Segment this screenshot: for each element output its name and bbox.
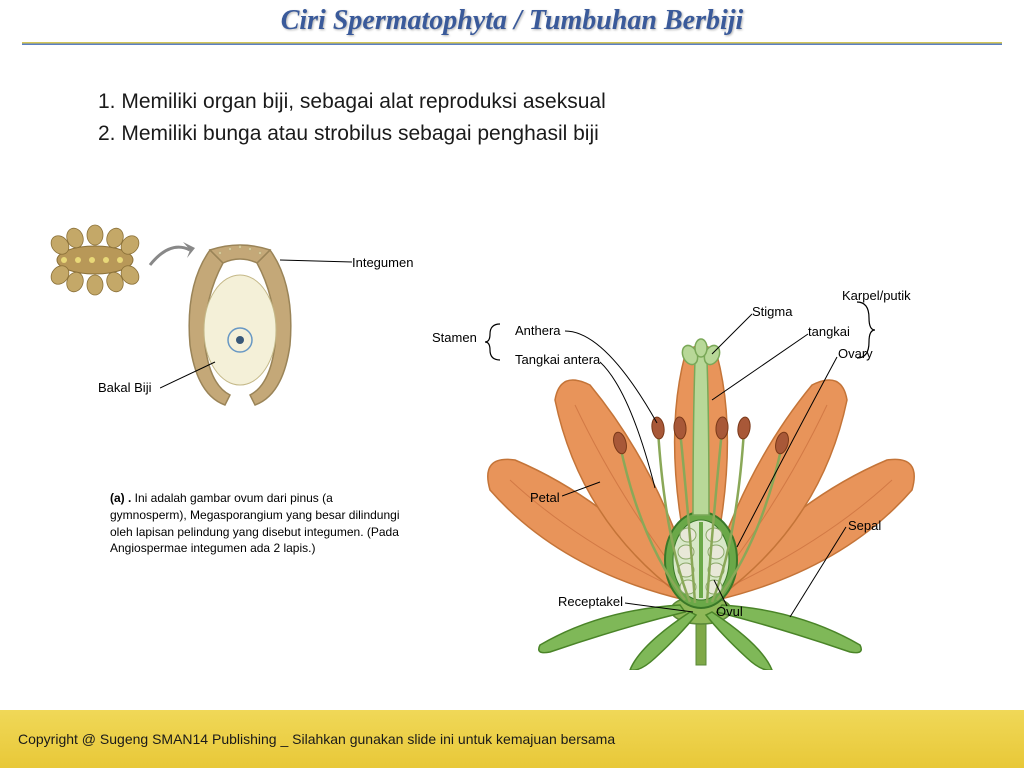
line-petal (562, 480, 602, 498)
label-stigma: Stigma (752, 304, 792, 319)
label-bakal-biji: Bakal Biji (98, 380, 151, 395)
page-title: Ciri Spermatophyta / Tumbuhan Berbiji (0, 5, 1024, 37)
label-tangkai: tangkai (808, 324, 850, 339)
diagram-area: Integumen Bakal Biji (a) . Ini adalah ga… (0, 200, 1024, 700)
list-item-1: 1. Memiliki organ biji, sebagai alat rep… (70, 90, 954, 114)
line-ovary (735, 355, 840, 550)
label-integumen: Integumen (352, 255, 413, 270)
label-sepal: Sepal (848, 518, 881, 533)
content-list: 1. Memiliki organ biji, sebagai alat rep… (0, 45, 1024, 146)
list-item-2: 2. Memiliki bunga atau strobilus sebagai… (70, 122, 954, 146)
label-ovary: Ovary (838, 346, 873, 361)
line-integumen (280, 250, 355, 270)
label-stamen: Stamen (432, 330, 477, 345)
label-tangkai-antera: Tangkai antera (515, 352, 600, 367)
line-tangkai-antera (600, 360, 660, 490)
footer-text: Copyright @ Sugeng SMAN14 Publishing _ S… (18, 731, 615, 747)
caption-a: (a) . Ini adalah gambar ovum dari pinus … (110, 490, 400, 557)
label-petal: Petal (530, 490, 560, 505)
line-receptakel (625, 600, 695, 615)
label-anthera: Anthera (515, 323, 561, 338)
label-receptakel: Receptakel (558, 594, 623, 609)
line-sepal (788, 525, 848, 620)
pine-cone-icon (40, 220, 150, 300)
caption-body: Ini adalah gambar ovum dari pinus (a gym… (110, 491, 400, 555)
brace-stamen (485, 322, 505, 362)
title-bar: Ciri Spermatophyta / Tumbuhan Berbiji (0, 0, 1024, 45)
caption-prefix: (a) . (110, 491, 131, 505)
line-bakal-biji (160, 360, 220, 390)
line-ovul (712, 578, 732, 608)
footer-bar: Copyright @ Sugeng SMAN14 Publishing _ S… (0, 710, 1024, 768)
